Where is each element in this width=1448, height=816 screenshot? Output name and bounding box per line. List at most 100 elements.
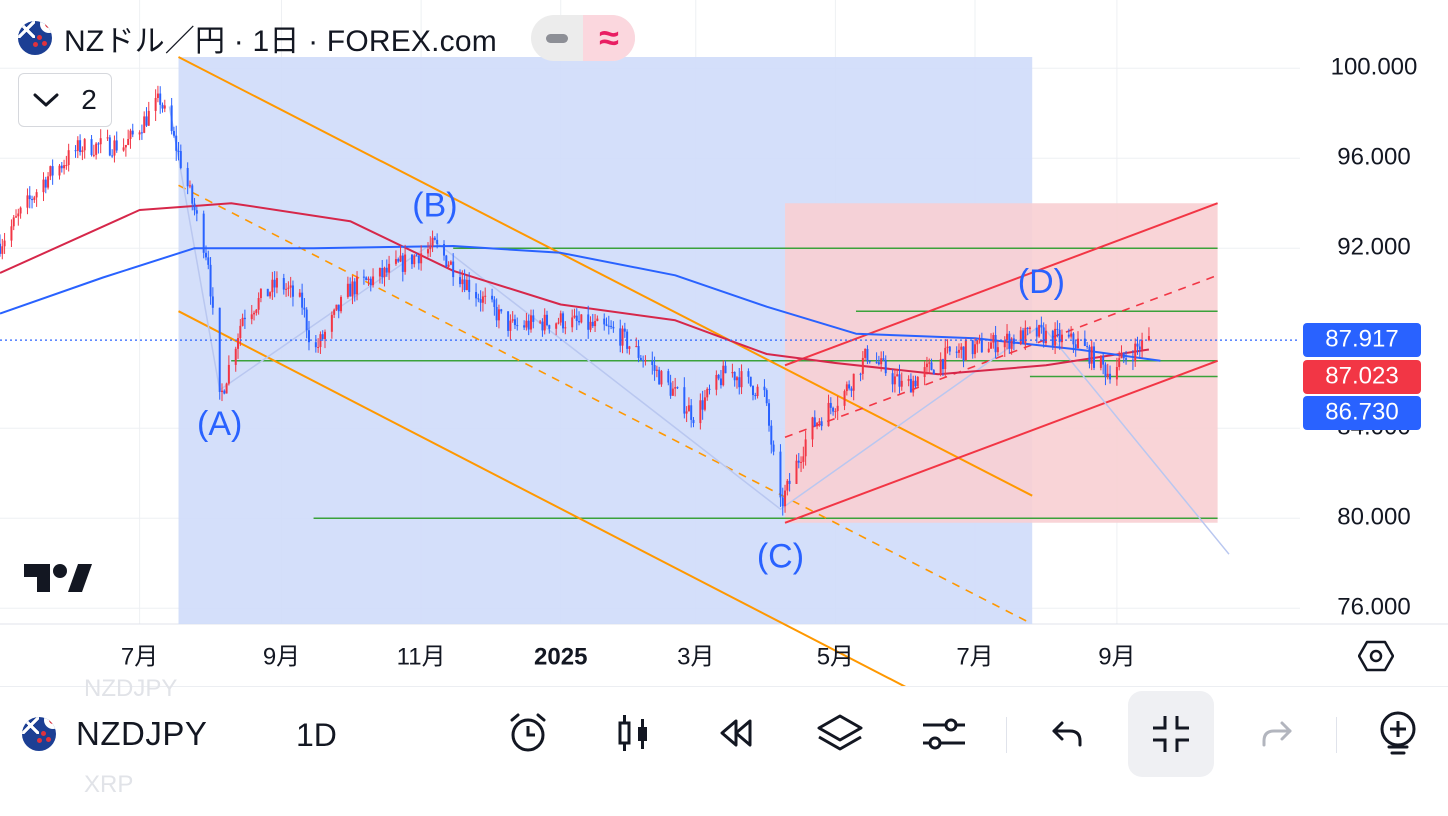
- candle-body: [994, 335, 997, 353]
- candle-body: [385, 267, 388, 273]
- tradingview-logo[interactable]: [24, 562, 94, 594]
- candle-body: [996, 347, 999, 353]
- layers-button[interactable]: [812, 705, 868, 761]
- candle-body: [971, 340, 974, 355]
- x-tick-label: 11月: [397, 643, 446, 670]
- candle-body: [751, 385, 754, 396]
- candle-body: [1012, 338, 1015, 344]
- candle-body: [532, 315, 535, 322]
- candle-body: [529, 315, 532, 330]
- candle-body: [836, 405, 839, 412]
- candle-body: [287, 287, 290, 289]
- candle-body: [637, 346, 640, 358]
- candle-body: [843, 391, 846, 406]
- candle-body: [900, 380, 903, 387]
- candle-body: [67, 150, 70, 166]
- channel-upper-line: [784, 202, 1218, 367]
- redo-button[interactable]: [1248, 705, 1304, 761]
- candle-body: [305, 309, 308, 331]
- candle-body: [1086, 346, 1089, 348]
- settings-button[interactable]: [916, 705, 972, 761]
- candle-body: [699, 400, 702, 424]
- candle-body: [575, 315, 578, 322]
- candle-body: [397, 259, 400, 262]
- wave-icon[interactable]: ≈: [582, 15, 635, 61]
- candle-body: [1102, 356, 1105, 365]
- candle-body: [978, 339, 981, 341]
- candle-body: [26, 195, 29, 208]
- legend-title[interactable]: NZドル／円 · 1日 · FOREX.com: [64, 25, 497, 58]
- candle-body: [1040, 325, 1043, 328]
- minus-icon[interactable]: [531, 15, 583, 61]
- ghost-symbol-below: XRP: [84, 771, 134, 798]
- candle-body: [607, 325, 610, 327]
- candle-body: [44, 179, 47, 188]
- candle-body: [1042, 327, 1045, 344]
- candle-body: [1093, 346, 1096, 368]
- candle-body: [827, 402, 830, 427]
- candle-body: [349, 283, 352, 297]
- candle-body: [51, 166, 54, 176]
- x-tick-label: 7月: [121, 643, 158, 670]
- candle-body: [63, 165, 66, 169]
- candle-body: [452, 261, 455, 278]
- candle-body: [788, 480, 791, 484]
- x-tick-label: 7月: [956, 643, 993, 670]
- legend-toggle[interactable]: ≈: [530, 15, 635, 61]
- candle-body: [1067, 334, 1070, 337]
- candle-body: [845, 384, 848, 392]
- price-chart[interactable]: (A)(B)(C)(D) 100.00096.00092.00084.00080…: [0, 0, 1448, 686]
- candle-body: [779, 451, 782, 498]
- candle-body: [324, 331, 326, 340]
- symbol-selector[interactable]: NZDJPY: [22, 715, 207, 753]
- candle-body: [914, 380, 917, 387]
- candle-body: [674, 387, 677, 389]
- alarm-button[interactable]: [500, 705, 556, 761]
- candle-body: [687, 405, 690, 412]
- candle-body: [667, 371, 670, 383]
- horizontal-levels: [231, 247, 1218, 519]
- replay-button[interactable]: [706, 705, 762, 761]
- price-labels: 87.917 87.023 86.730: [1303, 323, 1421, 430]
- candle-body: [1060, 334, 1063, 343]
- candle-body: [893, 376, 896, 385]
- candle-body: [980, 339, 983, 353]
- candle-body: [1134, 343, 1137, 361]
- candle-body: [15, 216, 18, 218]
- candle-body: [161, 104, 164, 109]
- candle-body: [426, 249, 429, 254]
- candle-body: [644, 360, 647, 362]
- chevron-down-icon: [33, 93, 59, 107]
- nzd-jpy-flag-icon: [18, 21, 52, 55]
- channel-mid-line: [178, 184, 1033, 625]
- candle-body: [795, 460, 798, 484]
- undo-button[interactable]: [1040, 705, 1096, 761]
- exit-fullscreen-button[interactable]: [1128, 691, 1214, 777]
- candle-body: [250, 314, 253, 320]
- candle-body: [95, 143, 98, 155]
- candle-body: [335, 304, 338, 310]
- ghost-symbol-above: NZDJPY: [84, 675, 178, 702]
- candle-body: [861, 357, 864, 374]
- chart-type-button[interactable]: [606, 705, 662, 761]
- candle-body: [964, 340, 967, 361]
- candle-body: [962, 346, 965, 361]
- candle-body: [797, 460, 800, 463]
- candle-body: [866, 348, 869, 361]
- wave-label: (C): [757, 538, 804, 576]
- price-label-text: 86.730: [1325, 398, 1398, 425]
- settings-hex-icon[interactable]: [1358, 638, 1394, 674]
- candle-body: [273, 279, 276, 288]
- indicator-collapse-button[interactable]: 2: [18, 73, 112, 127]
- candle-body: [932, 370, 935, 375]
- candle-body: [1008, 333, 1011, 349]
- moving-average-line: [0, 202, 1150, 376]
- candle-body: [605, 324, 608, 326]
- candle-body: [580, 314, 583, 323]
- candle-body: [591, 321, 594, 327]
- time-axis[interactable]: 7月 9月 11月 2025 3月 5月 7月 9月: [121, 643, 1136, 670]
- interval-button[interactable]: 1D: [296, 717, 337, 753]
- candle-body: [946, 346, 949, 348]
- candle-body: [97, 143, 100, 145]
- add-indicator-button[interactable]: [1370, 705, 1426, 761]
